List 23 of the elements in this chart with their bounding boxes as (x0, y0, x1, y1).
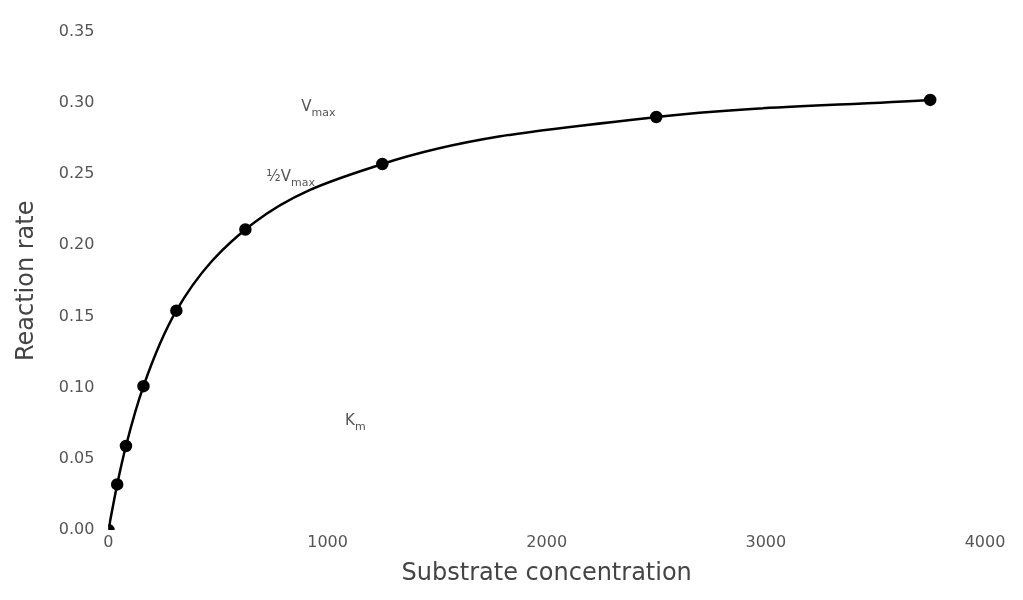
x-tick-label: 2000 (526, 531, 568, 551)
point (239, 223, 252, 236)
point (923, 93, 937, 107)
point (110, 478, 124, 491)
point (170, 304, 183, 317)
x-tick-label: 0 (103, 531, 114, 551)
y-tick-label: 0.10 (58, 376, 95, 396)
x-axis-title: Substrate concentration (401, 557, 692, 586)
y-axis-title: Reaction rate (10, 200, 39, 362)
y-tick-label: 0.35 (58, 20, 95, 40)
y-tick-label: 0.25 (58, 163, 95, 183)
y-tick-label: 0.00 (58, 519, 95, 539)
point (137, 379, 150, 393)
y-tick-label: 0.05 (58, 447, 95, 467)
x-tick-label: 1000 (307, 531, 348, 551)
x-tick-label: 3000 (745, 531, 787, 551)
x-tick-label: 4000 (964, 531, 1006, 551)
point (119, 439, 133, 453)
point (376, 157, 389, 171)
y-tick-label: 0.20 (58, 234, 95, 254)
y-tick-label: 0.30 (58, 91, 95, 111)
point (650, 110, 663, 124)
y-tick-label: 0.15 (58, 305, 95, 325)
